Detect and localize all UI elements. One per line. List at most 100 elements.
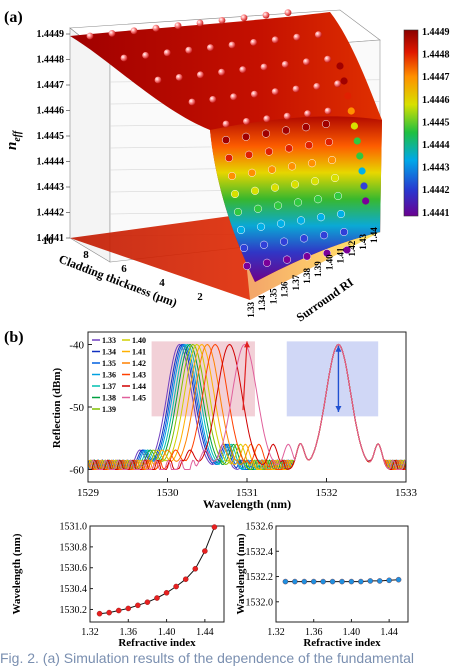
surface-marker [340,77,348,85]
surface-marker [86,32,94,40]
spectra-legend: 1.33 1.34 1.35 1.36 1.37 1.38 1.39 1.40 1.41 1.42… [92,336,146,414]
data-point [310,578,317,585]
surface-marker [362,197,370,205]
simulation-markers [86,9,370,271]
surface-marker [222,120,230,128]
legend-label: 1.34 [102,348,116,357]
surface-marker [324,137,334,147]
surface-marker [207,44,214,51]
surface-marker [293,33,301,41]
data-point [135,602,141,609]
surface-marker [221,135,231,145]
z-tick-label: 1.4445 [37,131,65,142]
surface-marker [154,76,162,84]
surface-marker [185,46,193,54]
panel-left-scatter: 1.32 1.36 1.40 1.44 1530.2 1530.4 1530.6 1530.8… [11,522,225,649]
figure-canvas: (a) 1.44491.44481.44471.44461.44451.4444… [4,9,450,649]
spectra-x-tick-label: 1530 [157,487,180,499]
surface-marker [243,118,250,125]
surface-marker [301,123,311,132]
surface-marker [236,225,246,235]
surface-marker [188,98,196,106]
colorbar-tick-label: 1.4449 [422,27,450,38]
y-tick-label: 1.40 [324,254,334,270]
surface-marker [241,132,251,141]
data-point [202,548,208,554]
spectra-axis-ticks: 1529 1530 1531 1532 1533 -40 -50 -60 [69,340,417,500]
data-point [173,583,179,590]
surface-marker [196,19,204,27]
y-tick-label: 1.39 [313,261,323,277]
y-tick-label: 1530.4 [60,584,88,595]
x-tick-label: 1.36 [120,627,138,638]
right-x-label: Refractive index [303,637,381,649]
colorbar-tick-label: 1.4443 [422,163,450,174]
data-point [192,566,199,572]
x-tick-label: 10 [43,235,55,247]
colorbar-tick-label: 1.4447 [422,72,450,83]
surface-marker [239,243,249,253]
surface-marker [321,119,331,129]
y-tick-label: 1.43 [358,234,368,250]
surface-marker [283,112,291,120]
surface-marker [313,83,321,90]
legend-label: 1.37 [102,382,116,391]
spectra-x-label: Wavelength (nm) [203,497,291,511]
data-point [358,578,364,585]
surface-marker [302,252,312,261]
left-plot-frame [89,525,225,623]
y-tick-label: 1.44 [369,227,379,243]
y-tick-label: 1530.2 [60,605,88,616]
surface-marker [239,66,247,73]
surface-marker [313,195,323,204]
surface-marker [271,36,279,44]
surface-marker [303,58,310,66]
surface-marker [316,213,326,222]
data-point [125,605,132,612]
surface-marker [230,189,240,199]
legend-label: 1.36 [102,371,116,380]
surface-marker [287,162,297,171]
highlight-regions [151,341,379,417]
surface-marker [339,227,349,237]
z-tick-label: 1.4443 [37,182,65,193]
reflection-spectra [87,343,407,471]
surface-marker [260,63,268,71]
surface-marker [120,54,128,62]
y-tick-label: 1.41 [336,247,346,263]
surface-marker [324,55,331,63]
z-tick-label: 1.4449 [37,29,65,40]
surface-marker [282,255,292,264]
surface-marker [330,173,340,183]
surface-marker [163,49,171,57]
surface-marker [276,219,286,228]
surface-marker [108,30,116,37]
panel-label-a: (a) [4,9,23,26]
panel-label-b: (b) [4,329,24,346]
legend-label: 1.44 [132,382,146,391]
spectra-y-tick-label: -50 [69,402,84,414]
data-point [320,578,326,585]
surface-marker [263,115,271,123]
surface-marker [228,41,236,49]
x-tick-label: 1.44 [380,627,398,638]
surface-marker [353,137,361,145]
x-tick-label: 1.44 [196,627,214,638]
data-point [144,599,151,605]
surface-marker [259,240,269,249]
y-tick-label: 1532.6 [246,522,274,533]
surface-marker [267,165,277,174]
z-tick-label: 1.4442 [37,208,65,219]
surface-marker [279,237,289,246]
surface-marker [256,222,266,231]
colorbar-tick-label: 1.4442 [422,185,450,196]
surface-marker [356,152,364,160]
x-axis-ticks: 10 8 6 4 2 [43,235,204,303]
arrow-head [335,406,342,412]
surface-marker [322,249,332,258]
y-tick-label: 1.36 [280,281,290,297]
surface-marker [281,61,289,68]
y-tick-label: 1.42 [347,240,357,256]
surface-marker [250,186,260,195]
z-tick-label: 1.4447 [37,80,65,91]
